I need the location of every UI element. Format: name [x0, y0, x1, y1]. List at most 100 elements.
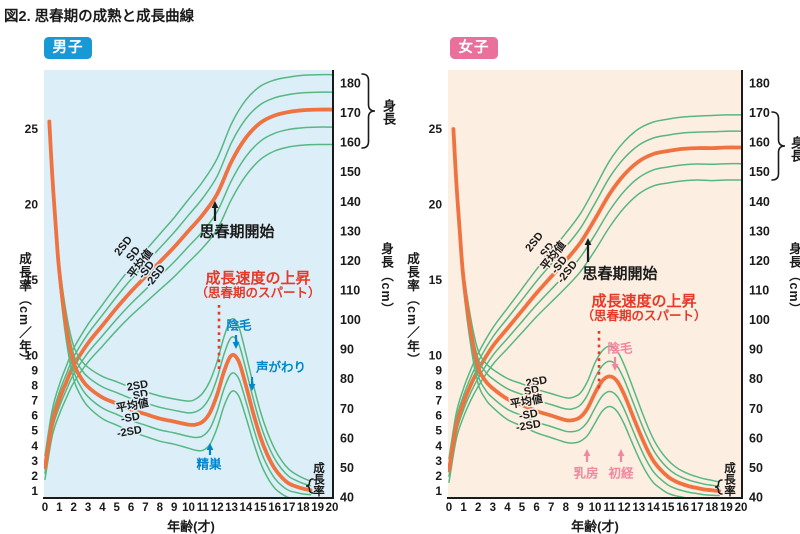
- height-tick: 100: [749, 313, 770, 327]
- height-sd-2-curve: [448, 179, 742, 483]
- testes-label: 精巣: [196, 457, 222, 472]
- growth-spurt-line1: 成長速度の上昇: [205, 270, 311, 287]
- rate-tick: 3: [31, 454, 38, 468]
- height-tick: 160: [340, 136, 361, 150]
- growth-spurt-label: 成長速度の上昇 （思春期のスパート）: [581, 294, 706, 323]
- height-tick: 120: [340, 254, 361, 268]
- age-tick: 17: [283, 502, 296, 514]
- boys-badge: 男子: [44, 37, 92, 59]
- rate-tick: 20: [25, 197, 39, 211]
- rate-curve-label: -SD: [518, 407, 539, 422]
- height-tick: 170: [749, 106, 770, 120]
- height-tick: 50: [749, 461, 763, 475]
- rate-tick: 7: [435, 394, 442, 408]
- age-tick: 1: [56, 502, 63, 514]
- left-axis-title-growth-rate: 成長率（cm／年）: [405, 252, 419, 367]
- rate-brace: [305, 478, 314, 494]
- rate-tick: 9: [31, 363, 38, 377]
- rate-tick: 25: [429, 122, 443, 136]
- rate-sd-1-curve: [452, 128, 720, 497]
- age-tick: 9: [577, 502, 583, 514]
- height-tick: 60: [340, 431, 354, 445]
- height-tick: 140: [749, 195, 770, 209]
- rate-brace: [714, 479, 723, 495]
- age-tick: 17: [691, 502, 704, 514]
- height-tick: 40: [749, 491, 763, 505]
- height-tick: 150: [749, 165, 770, 179]
- x-axis-title: 年齢(才): [167, 519, 215, 534]
- rate-tick: 8: [31, 378, 38, 392]
- girls-panel: 25 20 15 10 9 8 7 6 5 4 3 2 1 180 170 160 150 140 130 120 11…: [400, 0, 800, 534]
- height-tick: 140: [340, 195, 361, 209]
- boys-panel: 25 20 15 10 9 8 7 6 5 4 3 2 1 180 170 160 150 140 130 120 11…: [17, 37, 396, 534]
- height-tick: 70: [749, 402, 763, 416]
- height-tick: 90: [340, 343, 354, 357]
- age-tick: 16: [676, 502, 689, 514]
- height-sd-1-curve: [44, 126, 333, 475]
- height-tick: 40: [340, 491, 354, 505]
- age-tick: 7: [142, 502, 148, 514]
- rate-tick: 2: [31, 469, 38, 483]
- rate-sd1-curve: [48, 120, 312, 487]
- age-tick: 4: [99, 502, 106, 514]
- rate-tick: 4: [31, 439, 38, 453]
- age-tick: 4: [504, 502, 511, 514]
- age-tick: 2: [475, 502, 481, 514]
- height-tick: 160: [749, 136, 770, 150]
- age-tick: 3: [85, 502, 91, 514]
- rate-tick: 15: [25, 273, 39, 287]
- girls-chart: 2520151098765432118017016015014013012011…: [429, 70, 786, 514]
- rate-curve-label: SD: [132, 388, 149, 402]
- height-tick: 60: [749, 431, 763, 445]
- rate-tick: 10: [25, 348, 39, 362]
- growth-spurt-line2: （思春期のスパート）: [581, 308, 707, 323]
- feature-arrow-head: [617, 449, 625, 456]
- height-tick: 120: [749, 254, 770, 268]
- rate-tick: 25: [25, 122, 39, 136]
- age-tick: 15: [662, 502, 675, 514]
- age-tick: 0: [446, 502, 452, 514]
- age-tick: 1: [460, 502, 467, 514]
- rate-tick: 4: [435, 439, 442, 453]
- rate-curve-label: -SD: [120, 410, 141, 425]
- rate-tick: 1: [435, 484, 442, 498]
- rate-tick: 9: [435, 363, 442, 377]
- height-sd-2-curve: [44, 143, 333, 481]
- rate-sd2-curve: [452, 128, 720, 483]
- rate-tick: 10: [429, 348, 443, 362]
- age-tick: 12: [618, 502, 631, 514]
- age-tick: 16: [268, 502, 281, 514]
- age-tick: 19: [720, 502, 733, 514]
- height-brace: [361, 73, 376, 149]
- feature-arrow-head: [232, 342, 240, 349]
- rate-tick: 1: [31, 484, 38, 498]
- height-tick: 180: [340, 77, 361, 91]
- age-tick: 14: [647, 502, 660, 514]
- feature-arrow-head: [248, 384, 256, 391]
- rate-mean-curve: [47, 119, 313, 493]
- age-tick: 0: [42, 502, 48, 514]
- rate-tick: 5: [435, 424, 442, 438]
- age-tick: 19: [311, 502, 324, 514]
- age-tick: 13: [632, 502, 645, 514]
- feature-arrow-head: [611, 364, 619, 371]
- height-tick: 130: [749, 224, 770, 238]
- breast-label: 乳房: [573, 466, 599, 481]
- height-tick: 50: [340, 461, 354, 475]
- curves: [44, 73, 333, 497]
- height-tick: 100: [340, 313, 361, 327]
- x-axis-title: 年齢(才): [571, 519, 619, 534]
- rate-curve-label: SD: [523, 384, 540, 398]
- right-axis-title-height: 身長（cm）: [787, 242, 800, 317]
- age-tick: 18: [705, 502, 718, 514]
- menarche-label: 初経: [608, 466, 634, 481]
- puberty-onset-label: 思春期開始: [582, 265, 658, 283]
- growth-spurt-line1: 成長速度の上昇: [591, 293, 697, 310]
- rate-tick: 5: [31, 424, 38, 438]
- rate-sd2-curve: [48, 120, 312, 482]
- height-tick: 150: [340, 165, 361, 179]
- rate-brace-label: 成長率: [312, 462, 324, 497]
- age-tick: 3: [490, 502, 496, 514]
- age-tick: 8: [563, 502, 570, 514]
- age-tick: 9: [171, 502, 177, 514]
